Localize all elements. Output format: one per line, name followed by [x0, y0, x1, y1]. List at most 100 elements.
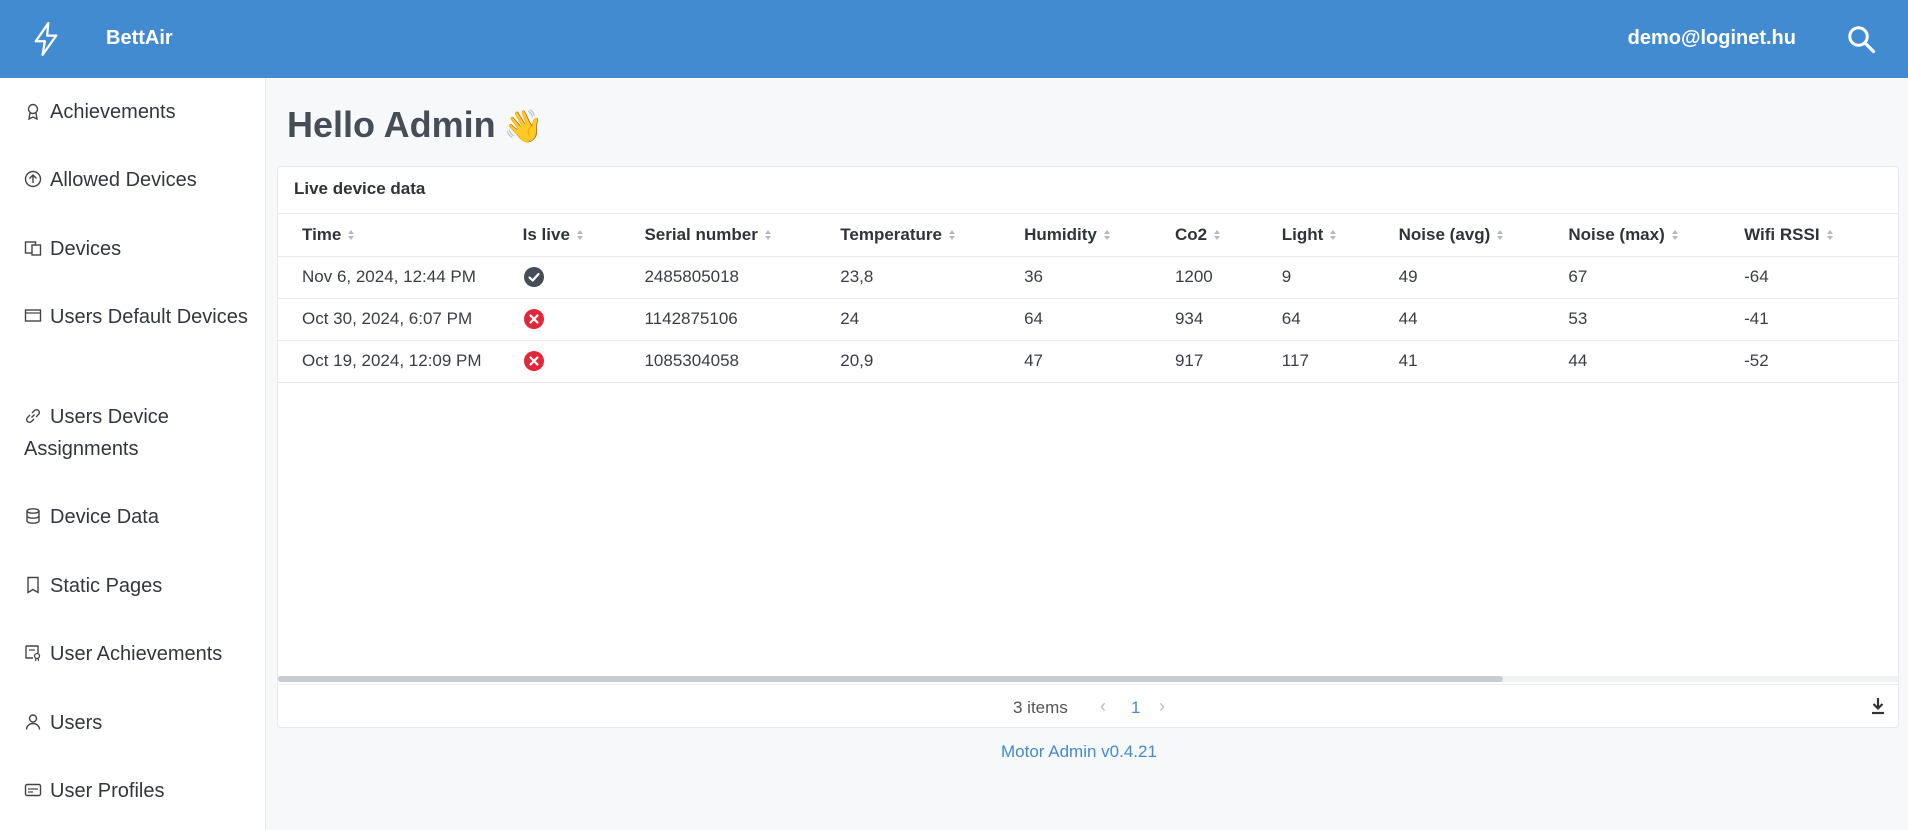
- column-header-time[interactable]: Time: [278, 214, 523, 257]
- monitor-icon: [24, 309, 42, 322]
- cell-temperature: 20,9: [840, 340, 1025, 383]
- cell-time: Oct 19, 2024, 12:09 PM: [278, 340, 523, 383]
- table-row[interactable]: Nov 6, 2024, 12:44 PM 2485805018 23,8 36…: [278, 256, 1898, 299]
- cell-serial-number: 1085304058: [644, 340, 841, 383]
- sidebar-item-label: User Profiles: [50, 780, 165, 802]
- lightning-bolt-icon[interactable]: [32, 22, 60, 56]
- items-count: 3 items: [1013, 698, 1068, 717]
- chevron-left-icon[interactable]: ‹: [1100, 696, 1106, 716]
- cell-noise-avg: 44: [1398, 298, 1569, 341]
- database-icon: [26, 508, 40, 524]
- app-brand[interactable]: BettAir: [106, 27, 173, 49]
- scrollbar-thumb[interactable]: [278, 676, 1503, 682]
- sort-icon[interactable]: [1826, 229, 1834, 241]
- certificate-icon: [25, 645, 41, 662]
- sidebar-item-label: Allowed Devices: [50, 169, 197, 191]
- sidebar-item-label: Users Default Devices: [50, 306, 248, 328]
- sort-icon[interactable]: [764, 229, 772, 241]
- live-device-data-card: Live device data Time Is live Serial num…: [277, 166, 1899, 728]
- cell-is-live: [522, 340, 645, 383]
- cell-temperature: 23,8: [840, 256, 1025, 299]
- column-header-serial-number[interactable]: Serial number: [644, 214, 841, 257]
- version-link[interactable]: Motor Admin v0.4.21: [1001, 742, 1157, 761]
- sidebar-item-label: Achievements: [50, 101, 176, 123]
- column-header-wifi-rssi[interactable]: Wifi RSSI: [1744, 214, 1898, 257]
- sidebar-item-user-achievements[interactable]: User Achievements: [24, 638, 254, 670]
- sidebar-item-achievements[interactable]: Achievements: [24, 96, 254, 128]
- cell-humidity: 36: [1024, 256, 1175, 299]
- cell-humidity: 64: [1024, 298, 1175, 341]
- sidebar-item-label: Device Data: [50, 506, 159, 528]
- horizontal-scrollbar[interactable]: [278, 676, 1898, 682]
- sidebar-item-label: Devices: [50, 238, 122, 260]
- card-title: Live device data: [294, 179, 426, 198]
- device-data-table: Time Is live Serial number Temperature H…: [278, 214, 1898, 383]
- cell-wifi-rssi: -64: [1744, 256, 1898, 299]
- sort-icon[interactable]: [1329, 229, 1337, 241]
- sidebar-item-device-data[interactable]: Device Data: [24, 501, 254, 533]
- link-icon: [25, 408, 41, 424]
- table-header-row: Time Is live Serial number Temperature H…: [278, 214, 1898, 257]
- greeting-text: Hello Admin: [287, 104, 496, 145]
- search-icon[interactable]: [1846, 24, 1876, 54]
- id-card-icon: [24, 783, 42, 797]
- column-header-noise-max[interactable]: Noise (max): [1568, 214, 1745, 257]
- x-circle-icon: [523, 351, 544, 371]
- column-header-temperature[interactable]: Temperature: [840, 214, 1025, 257]
- cell-noise-max: 67: [1568, 256, 1745, 299]
- sidebar-item-label: Users Device Assignments: [24, 406, 169, 460]
- cell-serial-number: 1142875106: [644, 298, 841, 341]
- page-title: Hello Admin 👋: [287, 104, 544, 146]
- page-icon: [27, 576, 39, 594]
- devices-icon: [24, 241, 42, 256]
- waving-hand-icon: 👋: [503, 108, 544, 144]
- sort-icon[interactable]: [948, 229, 956, 241]
- sidebar-item-users[interactable]: Users: [24, 707, 254, 739]
- download-icon[interactable]: [1870, 697, 1886, 715]
- cell-wifi-rssi: -52: [1744, 340, 1898, 383]
- pagination-page[interactable]: 1: [1131, 698, 1141, 717]
- user-email[interactable]: demo@loginet.hu: [1627, 27, 1796, 49]
- cell-noise-avg: 49: [1398, 256, 1569, 299]
- check-circle-icon: [523, 267, 544, 287]
- cell-light: 9: [1281, 256, 1399, 299]
- sort-icon[interactable]: [1496, 229, 1504, 241]
- sidebar-item-label: User Achievements: [50, 643, 223, 665]
- column-header-is-live[interactable]: Is live: [522, 214, 645, 257]
- cell-co2: 917: [1174, 340, 1282, 383]
- sort-icon[interactable]: [1671, 229, 1679, 241]
- sort-icon[interactable]: [1213, 229, 1221, 241]
- column-header-co2[interactable]: Co2: [1174, 214, 1282, 257]
- cell-time: Nov 6, 2024, 12:44 PM: [278, 256, 523, 299]
- sidebar-item-allowed-devices[interactable]: Allowed Devices: [24, 164, 254, 196]
- table-row[interactable]: Oct 19, 2024, 12:09 PM 1085304058 20,9 4…: [278, 340, 1898, 383]
- column-header-humidity[interactable]: Humidity: [1024, 214, 1175, 257]
- cell-is-live: [522, 298, 645, 341]
- cell-noise-max: 44: [1568, 340, 1745, 383]
- sidebar-item-users-default-devices[interactable]: Users Default Devices: [24, 301, 254, 333]
- chevron-right-icon[interactable]: ›: [1159, 696, 1165, 716]
- sidebar-item-static-pages[interactable]: Static Pages: [24, 570, 254, 602]
- sort-icon[interactable]: [347, 229, 355, 241]
- sidebar-item-user-profiles[interactable]: User Profiles: [24, 775, 254, 807]
- x-circle-icon: [523, 309, 544, 329]
- sort-icon[interactable]: [1103, 229, 1111, 241]
- cell-wifi-rssi: -41: [1744, 298, 1898, 341]
- sort-icon[interactable]: [576, 229, 584, 241]
- cell-temperature: 24: [840, 298, 1025, 341]
- sidebar-item-devices[interactable]: Devices: [24, 233, 254, 265]
- top-navbar: BettAir demo@loginet.hu: [0, 0, 1908, 78]
- cell-co2: 1200: [1174, 256, 1282, 299]
- cell-is-live: [522, 256, 645, 299]
- sidebar-item-users-device-assignments[interactable]: Users Device Assignments: [24, 401, 254, 465]
- cell-co2: 934: [1174, 298, 1282, 341]
- upload-circle-icon: [24, 170, 42, 188]
- column-header-noise-avg[interactable]: Noise (avg): [1398, 214, 1569, 257]
- column-header-light[interactable]: Light: [1281, 214, 1399, 257]
- award-icon: [27, 103, 39, 120]
- cell-serial-number: 2485805018: [644, 256, 841, 299]
- cell-light: 64: [1281, 298, 1399, 341]
- table-row[interactable]: Oct 30, 2024, 6:07 PM 1142875106 24 64 9…: [278, 298, 1898, 341]
- user-icon: [25, 714, 41, 730]
- sidebar: Achievements Allowed Devices Devices Use…: [0, 78, 266, 830]
